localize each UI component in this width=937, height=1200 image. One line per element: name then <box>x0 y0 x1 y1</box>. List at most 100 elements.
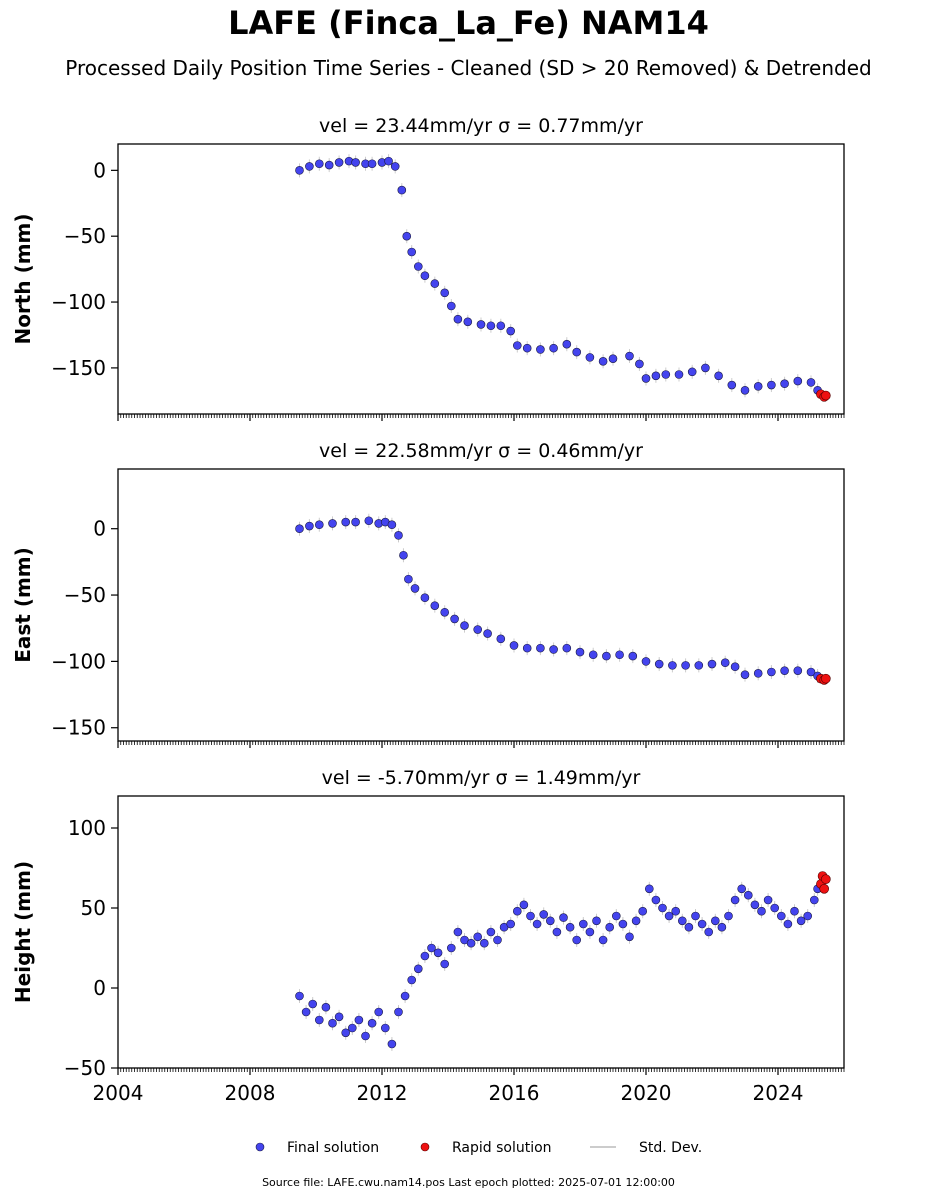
final-point <box>536 643 545 653</box>
final-point <box>450 614 459 624</box>
final-point <box>420 593 430 603</box>
final-point <box>321 1002 331 1012</box>
legend-final-swatch <box>255 1142 265 1152</box>
final-point <box>671 906 681 916</box>
final-point <box>625 932 634 942</box>
final-point <box>562 339 572 349</box>
final-point <box>301 1007 311 1017</box>
final-point <box>681 661 690 670</box>
panel-north: vel = 23.44mm/yr σ = 0.77mm/yr North (mm)… <box>11 115 845 421</box>
final-point <box>413 964 423 974</box>
final-point <box>644 884 654 894</box>
final-point <box>354 1015 364 1025</box>
final-point <box>767 667 776 677</box>
final-point <box>578 919 588 929</box>
final-point <box>717 922 727 932</box>
final-point <box>714 371 723 381</box>
final-point <box>631 916 641 926</box>
final-point <box>585 353 595 362</box>
final-point <box>453 927 463 937</box>
final-point <box>767 380 776 390</box>
y-tick-label: 0 <box>93 517 106 541</box>
final-point <box>572 935 582 945</box>
final-point <box>407 975 417 985</box>
final-point <box>367 159 377 169</box>
final-point <box>400 991 410 1001</box>
final-point <box>430 279 440 288</box>
rapid-point <box>819 883 830 894</box>
y-tick-label: −150 <box>51 716 106 740</box>
final-point <box>427 943 436 953</box>
final-point <box>796 916 806 926</box>
final-point <box>598 357 608 366</box>
final-point <box>618 919 628 929</box>
final-point <box>730 895 740 905</box>
panel-height: vel = -5.70mm/yr σ = 1.49mm/yr Height (mm… <box>11 767 845 1105</box>
panel-title: vel = -5.70mm/yr σ = 1.49mm/yr <box>322 767 641 789</box>
final-point <box>506 919 516 929</box>
final-point <box>750 900 760 910</box>
final-point <box>334 158 344 167</box>
y-tick-label: −100 <box>51 649 106 673</box>
final-point <box>328 519 337 528</box>
final-point <box>397 185 407 195</box>
final-point <box>479 938 489 948</box>
final-point <box>635 359 644 369</box>
x-tick-label: 2016 <box>489 1081 540 1105</box>
final-point <box>724 911 733 921</box>
final-point <box>611 911 621 921</box>
final-point <box>763 895 773 905</box>
final-point <box>783 919 793 929</box>
final-point <box>483 629 492 638</box>
final-point <box>598 935 608 945</box>
final-point <box>433 948 443 958</box>
final-point <box>707 659 717 669</box>
final-point <box>295 166 304 175</box>
final-point <box>575 647 585 657</box>
final-point <box>473 625 483 634</box>
final-point <box>539 910 549 919</box>
final-point <box>328 1018 337 1028</box>
final-point <box>314 1015 324 1025</box>
final-point <box>532 919 542 929</box>
y-tick-label: 100 <box>68 816 106 840</box>
final-point <box>407 247 417 257</box>
final-point <box>509 641 519 650</box>
data-points <box>295 154 831 402</box>
final-point <box>420 271 430 281</box>
final-point <box>522 343 532 353</box>
final-point <box>625 351 634 361</box>
final-point <box>770 903 780 913</box>
final-point <box>730 662 740 671</box>
final-point <box>658 903 667 913</box>
final-point <box>496 634 506 644</box>
final-point <box>562 643 572 653</box>
final-point <box>374 1007 384 1017</box>
final-point <box>628 651 638 661</box>
final-point <box>453 314 463 324</box>
y-axis-label: East (mm) <box>11 547 35 663</box>
final-point <box>526 911 535 921</box>
final-point <box>753 669 763 678</box>
y-tick-label: −100 <box>51 290 106 314</box>
final-point <box>592 916 601 926</box>
final-point <box>780 666 789 675</box>
final-point <box>512 906 522 916</box>
final-point <box>720 658 730 668</box>
panel-title: vel = 22.58mm/yr σ = 0.46mm/yr <box>319 440 643 462</box>
final-point <box>463 317 473 327</box>
final-point <box>399 550 408 560</box>
final-point <box>361 1031 370 1041</box>
final-point <box>757 906 766 916</box>
final-point <box>341 1028 351 1038</box>
y-axis-label: Height (mm) <box>11 861 35 1003</box>
final-point <box>615 650 624 660</box>
x-tick-label: 2024 <box>753 1081 804 1105</box>
final-point <box>585 927 595 937</box>
final-point <box>295 524 304 534</box>
final-point <box>809 895 819 905</box>
final-point <box>743 890 753 900</box>
final-point <box>402 231 412 241</box>
final-point <box>473 932 483 942</box>
final-point <box>334 1012 344 1022</box>
